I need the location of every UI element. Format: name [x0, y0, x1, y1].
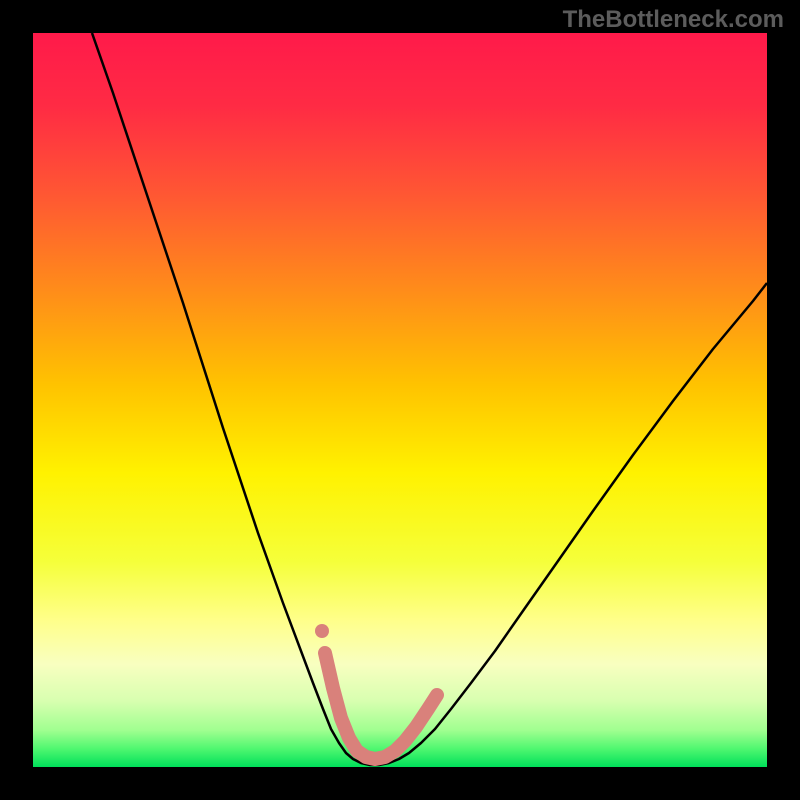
watermark-text: TheBottleneck.com [563, 6, 784, 34]
chart-svg [33, 33, 767, 767]
plot-area [33, 33, 767, 767]
marker-dot [315, 624, 329, 638]
bottleneck-curve [92, 33, 767, 765]
